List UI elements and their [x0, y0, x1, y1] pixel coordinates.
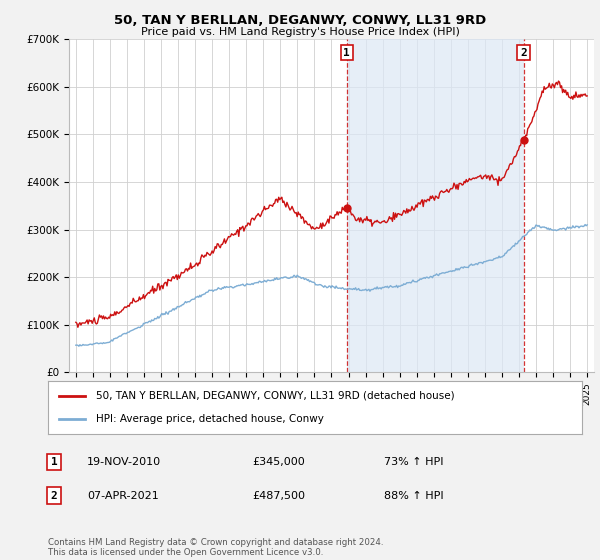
- Bar: [347, 39, 524, 372]
- Text: £345,000: £345,000: [252, 457, 305, 467]
- Text: £487,500: £487,500: [252, 491, 305, 501]
- Text: HPI: Average price, detached house, Conwy: HPI: Average price, detached house, Conw…: [96, 414, 324, 424]
- Text: 1: 1: [343, 48, 350, 58]
- Point: [519, 136, 529, 145]
- Text: Price paid vs. HM Land Registry's House Price Index (HPI): Price paid vs. HM Land Registry's House …: [140, 27, 460, 37]
- Text: Contains HM Land Registry data © Crown copyright and database right 2024.
This d: Contains HM Land Registry data © Crown c…: [48, 538, 383, 557]
- Text: 2: 2: [520, 48, 527, 58]
- Point: [342, 204, 352, 213]
- Text: 19-NOV-2010: 19-NOV-2010: [87, 457, 161, 467]
- Text: 50, TAN Y BERLLAN, DEGANWY, CONWY, LL31 9RD: 50, TAN Y BERLLAN, DEGANWY, CONWY, LL31 …: [114, 14, 486, 27]
- Text: 73% ↑ HPI: 73% ↑ HPI: [384, 457, 443, 467]
- Text: 1: 1: [50, 457, 58, 467]
- Text: 88% ↑ HPI: 88% ↑ HPI: [384, 491, 443, 501]
- Text: 50, TAN Y BERLLAN, DEGANWY, CONWY, LL31 9RD (detached house): 50, TAN Y BERLLAN, DEGANWY, CONWY, LL31 …: [96, 391, 455, 401]
- Text: 07-APR-2021: 07-APR-2021: [87, 491, 159, 501]
- Text: 2: 2: [50, 491, 58, 501]
